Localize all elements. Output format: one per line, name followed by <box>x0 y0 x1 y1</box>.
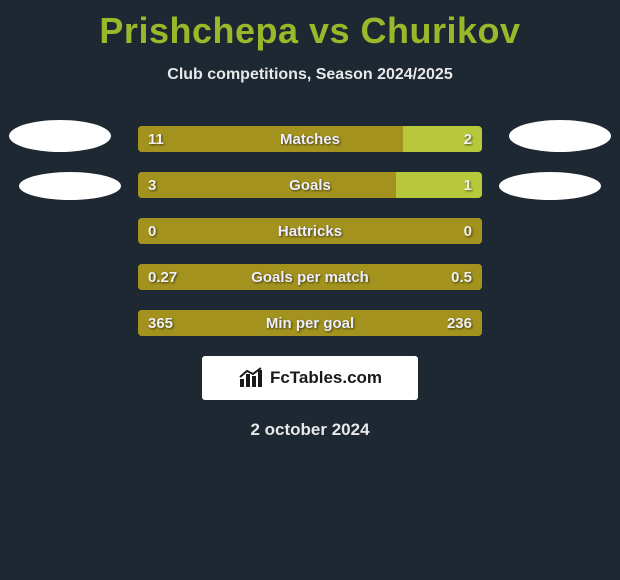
page-title: Prishchepa vs Churikov <box>0 0 620 52</box>
stat-bar: 365Min per goal236 <box>138 310 482 336</box>
bar-label: Hattricks <box>138 218 482 244</box>
bar-label: Goals per match <box>138 264 482 290</box>
bar-label: Min per goal <box>138 310 482 336</box>
bar-value-right: 0.5 <box>451 264 472 290</box>
bar-label: Matches <box>138 126 482 152</box>
stat-bar: 0Hattricks0 <box>138 218 482 244</box>
bar-value-right: 1 <box>464 172 472 198</box>
avatar-left-shoulders <box>19 172 121 200</box>
bar-value-right: 2 <box>464 126 472 152</box>
page-subtitle: Club competitions, Season 2024/2025 <box>0 66 620 84</box>
avatar-right-head <box>509 120 611 152</box>
bar-value-right: 0 <box>464 218 472 244</box>
comparison-bars: 11Matches2 3Goals1 0Hattricks0 0.27Goals pe… <box>138 126 482 336</box>
avatar-left-head <box>9 120 111 152</box>
avatar-right-shoulders <box>499 172 601 200</box>
stat-bar: 0.27Goals per match0.5 <box>138 264 482 290</box>
footer-date: 2 october 2024 <box>0 420 620 440</box>
chart-icon <box>238 367 264 389</box>
stat-bar: 3Goals1 <box>138 172 482 198</box>
logo-box: FcTables.com <box>202 356 418 400</box>
logo-text: FcTables.com <box>270 368 382 388</box>
bar-label: Goals <box>138 172 482 198</box>
bar-value-right: 236 <box>447 310 472 336</box>
stat-bar: 11Matches2 <box>138 126 482 152</box>
